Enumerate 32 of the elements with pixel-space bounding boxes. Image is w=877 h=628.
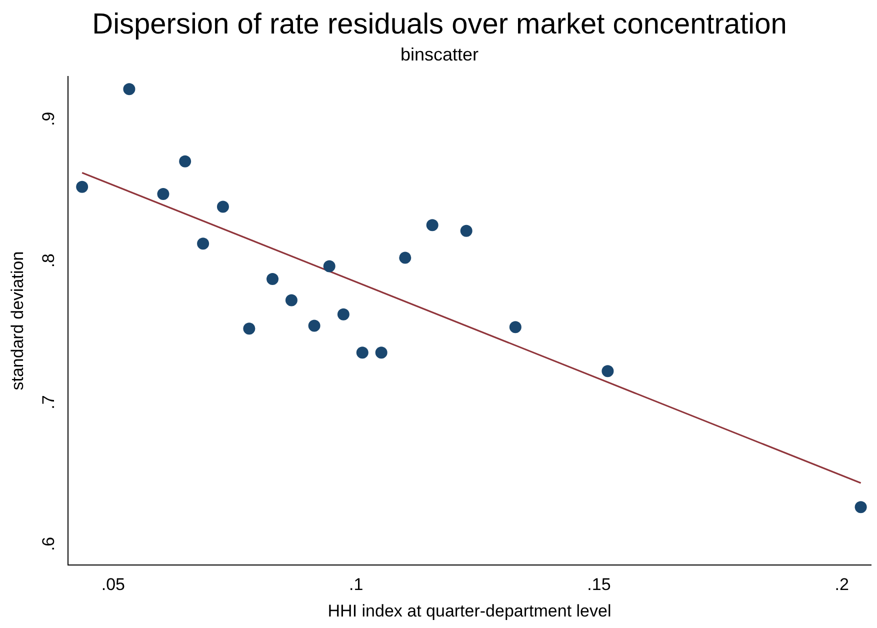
x-tick-label: .2 xyxy=(834,575,849,594)
x-axis-title: HHI index at quarter-department level xyxy=(328,601,612,620)
point xyxy=(197,238,210,250)
point xyxy=(266,273,279,286)
x-tick-label: .1 xyxy=(348,575,364,594)
point xyxy=(854,501,867,514)
point xyxy=(399,252,412,264)
point xyxy=(123,83,136,96)
point xyxy=(285,294,298,306)
point xyxy=(308,320,320,332)
point xyxy=(323,260,336,272)
x-tick-label: .05 xyxy=(101,575,125,594)
point xyxy=(76,180,88,193)
point xyxy=(337,308,350,320)
point xyxy=(243,322,256,335)
y-tick-label: .6 xyxy=(39,536,58,552)
point xyxy=(375,346,388,359)
point xyxy=(509,321,522,334)
point xyxy=(216,200,229,213)
chart-subtitle: binscatter xyxy=(400,44,479,65)
point xyxy=(179,155,192,168)
chart-title: Dispersion of rate residuals over market concentration xyxy=(92,8,787,40)
point xyxy=(157,188,170,200)
y-tick-label: .9 xyxy=(39,112,58,126)
y-tick-label: .8 xyxy=(39,253,58,268)
y-tick-label: .7 xyxy=(39,395,58,410)
point xyxy=(426,219,438,232)
x-tick-label: .15 xyxy=(587,575,611,594)
point xyxy=(602,365,614,378)
y-axis-title: standard deviation xyxy=(8,251,27,390)
point xyxy=(356,346,368,359)
point xyxy=(460,224,472,237)
